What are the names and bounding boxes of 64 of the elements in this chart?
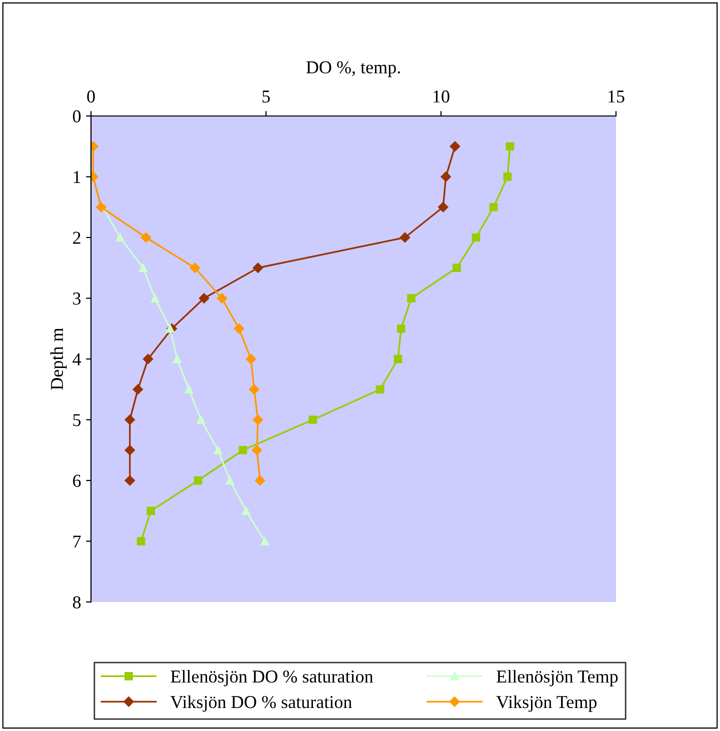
y-axis-title: Depth m xyxy=(50,328,67,390)
point xyxy=(116,233,124,242)
point xyxy=(226,476,234,485)
point xyxy=(252,414,264,425)
point xyxy=(246,354,256,364)
point xyxy=(440,172,452,182)
point xyxy=(124,414,135,425)
point xyxy=(248,384,260,394)
x-tick-label: 5 xyxy=(262,90,270,103)
point xyxy=(242,506,250,516)
point xyxy=(252,262,264,273)
point xyxy=(472,233,480,242)
point xyxy=(396,324,406,333)
point xyxy=(194,476,202,485)
y-tick-label: 3 xyxy=(73,292,81,305)
point xyxy=(489,202,498,212)
x-tick-label: 15 xyxy=(608,90,624,103)
y-tick-label: 4 xyxy=(72,353,81,366)
y-tick-label: 8 xyxy=(72,596,81,608)
point xyxy=(146,506,156,516)
point xyxy=(260,537,270,546)
y-tick-label: 1 xyxy=(74,171,80,184)
point xyxy=(214,446,222,454)
point xyxy=(438,202,448,212)
point xyxy=(172,354,182,364)
point xyxy=(238,446,248,454)
legend-label: Ellenösjön DO % saturation xyxy=(170,670,374,686)
point xyxy=(254,475,266,486)
point xyxy=(234,324,244,334)
point xyxy=(308,416,318,424)
legend-label: Ellenösjön Temp xyxy=(496,670,618,686)
point xyxy=(407,294,416,302)
legend-label: Viksjön Temp xyxy=(496,695,597,712)
point xyxy=(450,141,460,152)
point xyxy=(136,537,146,546)
point xyxy=(142,354,154,364)
y-tick-label: 7 xyxy=(73,536,81,548)
point xyxy=(124,445,135,456)
point xyxy=(138,264,148,272)
x-tick-label: 0 xyxy=(87,90,95,103)
x-axis-title: DO %, temp. xyxy=(306,61,400,78)
point xyxy=(124,475,135,486)
point xyxy=(196,416,206,424)
point xyxy=(252,445,262,456)
point xyxy=(503,172,512,181)
y-tick-label: 0 xyxy=(72,110,81,122)
point xyxy=(166,324,174,333)
y-tick-label: 2 xyxy=(73,232,80,244)
point xyxy=(184,385,194,394)
point xyxy=(376,385,384,394)
point xyxy=(452,264,461,272)
point xyxy=(400,232,410,243)
point xyxy=(190,262,200,273)
point xyxy=(394,354,402,364)
point xyxy=(198,293,210,304)
point xyxy=(150,294,160,302)
y-tick-label: 6 xyxy=(73,474,81,487)
y-tick-label: 5 xyxy=(73,414,81,426)
point xyxy=(216,293,228,304)
legend-label: Viksjön DO % saturation xyxy=(170,695,352,712)
point xyxy=(506,142,514,151)
point xyxy=(132,384,144,394)
point xyxy=(140,232,152,243)
x-tick-label: 10 xyxy=(434,90,450,103)
